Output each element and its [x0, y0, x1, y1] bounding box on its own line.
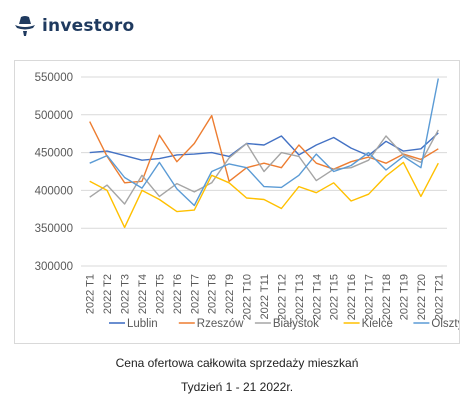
x-tick-label: 2022 T17	[364, 274, 376, 320]
legend-label: Kielce	[362, 318, 393, 330]
series-line-rzeszów	[89, 114, 439, 184]
legend-label: Olsztyn	[431, 318, 459, 330]
y-axis-labels: 300000 350000 400000 450000 500000 550000	[35, 72, 73, 273]
series-line-olsztyn	[89, 78, 439, 207]
series-line-kielce	[89, 161, 439, 229]
legend-label: Białystok	[273, 318, 319, 330]
x-tick-label: 2022 T20	[416, 274, 428, 320]
y-tick-label: 550000	[35, 72, 73, 84]
brand-logo[interactable]: investoro	[14, 14, 134, 38]
y-tick-label: 500000	[35, 110, 73, 122]
chart-container: 300000 350000 400000 450000 500000 550000 202…	[14, 60, 470, 344]
x-tick-label: 2022 T6	[172, 274, 184, 314]
x-tick-label: 2022 T16	[346, 274, 358, 320]
x-tick-label: 2022 T2	[102, 274, 114, 314]
x-tick-label: 2022 T10	[242, 274, 254, 320]
y-tick-label: 400000	[35, 185, 73, 197]
x-tick-label: 2022 T9	[224, 274, 236, 314]
series-lines	[89, 78, 439, 229]
x-tick-label: 2022 T21	[433, 274, 445, 320]
x-tick-label: 2022 T7	[189, 274, 201, 314]
x-tick-label: 2022 T15	[329, 274, 341, 320]
chart-caption-title: Cena ofertowa całkowita sprzedaży mieszk…	[115, 356, 359, 370]
line-chart: 300000 350000 400000 450000 500000 550000 202…	[35, 72, 470, 330]
brand-name: investoro	[42, 16, 135, 36]
x-tick-label: 2022 T5	[154, 274, 166, 314]
y-tick-label: 450000	[35, 148, 73, 160]
x-tick-label: 2022 T13	[294, 274, 306, 320]
series-line-lublin	[89, 132, 439, 161]
fedora-hat-icon	[15, 16, 35, 36]
chart-caption-subtitle: Tydzień 1 - 21 2022r.	[180, 380, 294, 394]
y-tick-label: 350000	[35, 223, 73, 235]
x-axis-labels: 2022 T1 2022 T2 2022 T3 2022 T4 2022 T5 2022 …	[85, 274, 446, 320]
x-tick-label: 2022 T14	[311, 274, 323, 320]
x-tick-label: 2022 T3	[120, 274, 132, 314]
x-tick-label: 2022 T1	[85, 274, 97, 314]
x-tick-label: 2022 T8	[207, 274, 219, 314]
legend-label: Rzeszów	[197, 318, 244, 330]
x-tick-label: 2022 T12	[276, 274, 288, 320]
chart-legend: Lublin Rzeszów Białystok Kielce Olsztyn	[109, 318, 470, 330]
x-tick-label: 2022 T18	[381, 274, 393, 320]
x-tick-label: 2022 T11	[259, 274, 271, 319]
y-tick-label: 300000	[35, 261, 73, 273]
legend-label: Lublin	[127, 318, 158, 330]
x-tick-label: 2022 T4	[137, 274, 149, 314]
series-line-białystok	[89, 129, 439, 205]
x-tick-label: 2022 T19	[398, 274, 410, 320]
